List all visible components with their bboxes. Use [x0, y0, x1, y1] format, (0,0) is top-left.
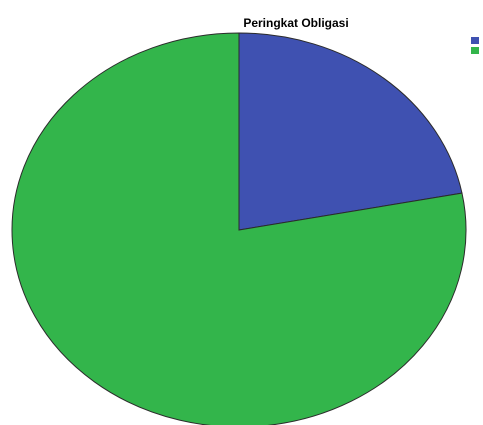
legend [471, 37, 479, 54]
pie-slices [11, 32, 467, 425]
chart-title: Peringkat Obligasi [243, 16, 348, 30]
legend-swatch-2 [471, 47, 479, 54]
legend-swatch-1 [471, 37, 479, 44]
pie-slice-2 [11, 32, 467, 425]
pie-slice-1 [238, 32, 463, 231]
